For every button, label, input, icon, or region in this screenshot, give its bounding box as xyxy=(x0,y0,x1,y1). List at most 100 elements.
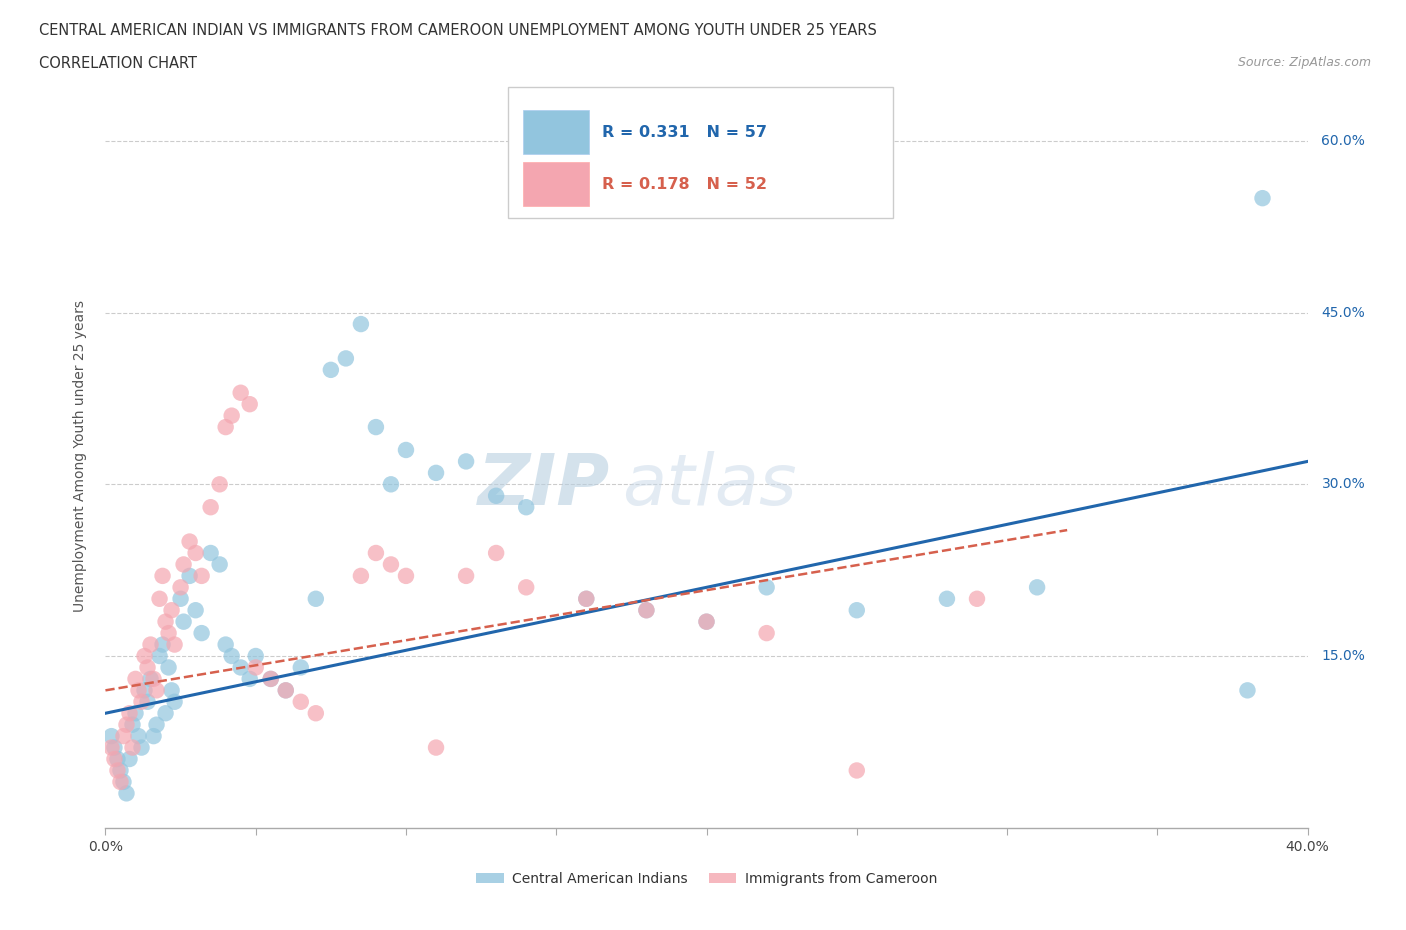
Point xyxy=(485,488,508,503)
Y-axis label: Unemployment Among Youth under 25 years: Unemployment Among Youth under 25 years xyxy=(73,299,87,612)
Point xyxy=(163,637,186,652)
Point xyxy=(214,419,236,434)
Point xyxy=(134,648,156,663)
Text: 60.0%: 60.0% xyxy=(1322,134,1365,148)
Point xyxy=(515,499,537,514)
Point xyxy=(208,477,231,492)
Point xyxy=(112,729,135,744)
Point xyxy=(100,740,122,755)
Point xyxy=(179,534,201,549)
Point xyxy=(157,626,180,641)
Point xyxy=(575,591,598,606)
Point xyxy=(515,580,537,595)
Point xyxy=(145,717,167,732)
Point xyxy=(128,683,150,698)
Point xyxy=(575,591,598,606)
Point xyxy=(148,591,170,606)
Point xyxy=(245,660,267,675)
Point xyxy=(305,706,328,721)
Point xyxy=(163,695,186,710)
Point xyxy=(221,648,243,663)
Point xyxy=(173,557,195,572)
Point xyxy=(1026,580,1049,595)
Point xyxy=(1236,683,1258,698)
Text: atlas: atlas xyxy=(623,451,797,520)
Point xyxy=(936,591,959,606)
FancyBboxPatch shape xyxy=(508,87,893,218)
Point xyxy=(190,626,212,641)
Point xyxy=(696,614,718,629)
Point xyxy=(395,568,418,583)
Point xyxy=(115,717,138,732)
Point xyxy=(160,683,183,698)
Text: 30.0%: 30.0% xyxy=(1322,477,1365,491)
Text: CORRELATION CHART: CORRELATION CHART xyxy=(39,56,197,71)
Point xyxy=(155,614,177,629)
FancyBboxPatch shape xyxy=(523,162,589,206)
Point xyxy=(454,568,477,583)
Point xyxy=(110,763,132,777)
Point xyxy=(229,660,252,675)
Point xyxy=(1251,191,1274,206)
Point xyxy=(350,568,373,583)
Point xyxy=(274,683,297,698)
Point xyxy=(136,695,159,710)
Point xyxy=(100,729,122,744)
Point xyxy=(190,568,212,583)
Point xyxy=(142,671,165,686)
Point xyxy=(107,763,129,777)
Point xyxy=(755,626,778,641)
Point xyxy=(145,683,167,698)
Point xyxy=(103,751,125,766)
Point xyxy=(112,775,135,790)
Point xyxy=(169,580,191,595)
Point xyxy=(124,706,146,721)
Point xyxy=(200,546,222,561)
Point xyxy=(319,363,342,378)
Point xyxy=(425,740,447,755)
Point xyxy=(152,568,174,583)
Point xyxy=(335,351,357,365)
Point xyxy=(131,740,153,755)
Legend: Central American Indians, Immigrants from Cameroon: Central American Indians, Immigrants fro… xyxy=(471,867,942,892)
Text: CENTRAL AMERICAN INDIAN VS IMMIGRANTS FROM CAMEROON UNEMPLOYMENT AMONG YOUTH UND: CENTRAL AMERICAN INDIAN VS IMMIGRANTS FR… xyxy=(39,23,877,38)
Point xyxy=(124,671,146,686)
Point xyxy=(290,695,312,710)
Point xyxy=(221,408,243,423)
Point xyxy=(118,706,141,721)
Point xyxy=(636,603,658,618)
Point xyxy=(200,499,222,514)
Point xyxy=(121,740,143,755)
Point xyxy=(845,763,868,777)
Point xyxy=(179,568,201,583)
Text: 15.0%: 15.0% xyxy=(1322,649,1365,663)
Point xyxy=(966,591,988,606)
Point xyxy=(696,614,718,629)
Text: R = 0.331   N = 57: R = 0.331 N = 57 xyxy=(602,125,766,140)
Point xyxy=(395,443,418,458)
Point xyxy=(380,477,402,492)
Point xyxy=(155,706,177,721)
Point xyxy=(485,546,508,561)
Point xyxy=(139,671,162,686)
Point xyxy=(160,603,183,618)
Point xyxy=(148,648,170,663)
Point xyxy=(229,385,252,400)
Point xyxy=(305,591,328,606)
Point xyxy=(208,557,231,572)
Point xyxy=(214,637,236,652)
Point xyxy=(260,671,283,686)
Point xyxy=(139,637,162,652)
Point xyxy=(274,683,297,698)
Point xyxy=(152,637,174,652)
Point xyxy=(350,316,373,331)
Point xyxy=(173,614,195,629)
Text: R = 0.178   N = 52: R = 0.178 N = 52 xyxy=(602,177,766,192)
Point xyxy=(755,580,778,595)
Point xyxy=(115,786,138,801)
Point xyxy=(142,729,165,744)
Point xyxy=(239,397,262,412)
Point xyxy=(136,660,159,675)
Point xyxy=(157,660,180,675)
Point xyxy=(425,465,447,480)
